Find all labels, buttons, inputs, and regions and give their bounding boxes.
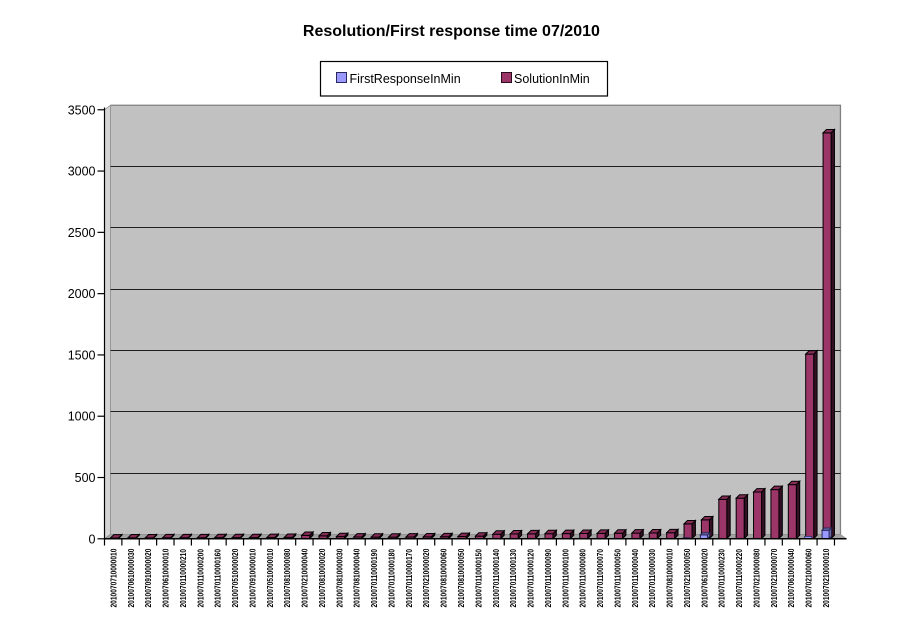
svg-text:2010070110000210: 2010070110000210 bbox=[178, 549, 188, 608]
svg-text:2010070210000040: 2010070210000040 bbox=[300, 549, 310, 608]
svg-text:2010070110000120: 2010070110000120 bbox=[526, 549, 536, 608]
svg-text:2010070910000020: 2010070910000020 bbox=[143, 549, 153, 608]
svg-text:2010070110000150: 2010070110000150 bbox=[474, 549, 484, 608]
svg-text:2010070110000090: 2010070110000090 bbox=[543, 549, 553, 608]
svg-text:2010070110000230: 2010070110000230 bbox=[717, 549, 727, 608]
svg-text:2010070610000040: 2010070610000040 bbox=[786, 549, 796, 608]
svg-text:2010070110000180: 2010070110000180 bbox=[387, 549, 397, 608]
svg-text:Resolution/First response time: Resolution/First response time 07/2010 bbox=[303, 23, 600, 40]
svg-text:2010070110000070: 2010070110000070 bbox=[595, 549, 605, 608]
svg-text:2010070710000010: 2010070710000010 bbox=[109, 549, 119, 608]
svg-text:2010070810000010: 2010070810000010 bbox=[665, 549, 675, 608]
svg-text:2010070110000190: 2010070110000190 bbox=[369, 549, 379, 608]
svg-text:2010070110000140: 2010070110000140 bbox=[491, 549, 501, 608]
svg-text:2010070110000100: 2010070110000100 bbox=[560, 549, 570, 608]
svg-text:3500: 3500 bbox=[68, 103, 96, 117]
svg-text:2000: 2000 bbox=[68, 287, 96, 301]
svg-text:2010070910000010: 2010070910000010 bbox=[248, 549, 258, 608]
svg-text:2010070210000060: 2010070210000060 bbox=[804, 549, 814, 608]
svg-text:2010070810000040: 2010070810000040 bbox=[352, 549, 362, 608]
svg-text:2010070210000050: 2010070210000050 bbox=[682, 549, 692, 608]
svg-text:2010070110000130: 2010070110000130 bbox=[508, 549, 518, 608]
svg-text:2010070610000020: 2010070610000020 bbox=[700, 549, 710, 608]
svg-text:2010070210000020: 2010070210000020 bbox=[421, 549, 431, 608]
svg-text:2010070810000030: 2010070810000030 bbox=[335, 549, 345, 608]
svg-text:2010070110000220: 2010070110000220 bbox=[734, 549, 744, 608]
svg-text:SolutionInMin: SolutionInMin bbox=[514, 72, 590, 86]
svg-text:2010070110000170: 2010070110000170 bbox=[404, 549, 414, 608]
svg-text:2010070810000080: 2010070810000080 bbox=[282, 549, 292, 608]
svg-text:2010070110000030: 2010070110000030 bbox=[647, 549, 657, 608]
svg-text:FirstResponseInMin: FirstResponseInMin bbox=[350, 72, 461, 86]
svg-text:2010070610000010: 2010070610000010 bbox=[161, 549, 171, 608]
svg-text:2010070110000080: 2010070110000080 bbox=[578, 549, 588, 608]
svg-text:2010070810000060: 2010070810000060 bbox=[439, 549, 449, 608]
svg-text:2010070110000050: 2010070110000050 bbox=[613, 549, 623, 608]
svg-text:0: 0 bbox=[89, 532, 96, 546]
svg-text:2010070210000080: 2010070210000080 bbox=[752, 549, 762, 608]
svg-text:2010070610000030: 2010070610000030 bbox=[126, 549, 136, 608]
svg-text:2500: 2500 bbox=[68, 226, 96, 240]
svg-text:2010070510000020: 2010070510000020 bbox=[230, 549, 240, 608]
svg-text:2010070210000070: 2010070210000070 bbox=[769, 549, 779, 608]
svg-text:2010070110000040: 2010070110000040 bbox=[630, 549, 640, 608]
svg-text:2010070510000010: 2010070510000010 bbox=[265, 549, 275, 608]
svg-text:1500: 1500 bbox=[68, 348, 96, 362]
svg-text:1000: 1000 bbox=[68, 410, 96, 424]
svg-text:2010070210000010: 2010070210000010 bbox=[821, 549, 831, 608]
svg-text:3000: 3000 bbox=[68, 165, 96, 179]
svg-text:2010070810000020: 2010070810000020 bbox=[317, 549, 327, 608]
svg-text:2010070110000200: 2010070110000200 bbox=[195, 549, 205, 608]
svg-text:2010070110000160: 2010070110000160 bbox=[213, 549, 223, 608]
svg-text:2010070810000050: 2010070810000050 bbox=[456, 549, 466, 608]
svg-text:500: 500 bbox=[75, 471, 96, 485]
